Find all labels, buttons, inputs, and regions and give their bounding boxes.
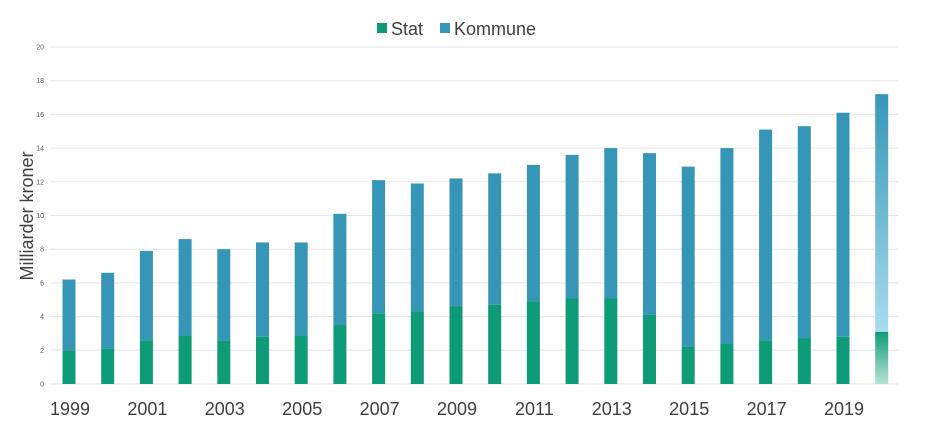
bar-kommune-2015 xyxy=(681,166,695,347)
bar-stat-2014 xyxy=(643,314,656,384)
bar-kommune-2019 xyxy=(836,112,850,337)
bar-stat-1999 xyxy=(62,350,76,384)
x-tick-label: 2001 xyxy=(127,399,167,419)
y-axis-title: Milliarder kroner xyxy=(17,151,37,280)
bar-stat-2012 xyxy=(565,298,579,384)
bar-stat-2001 xyxy=(139,340,153,384)
bar-kommune-2005 xyxy=(294,242,308,336)
bars xyxy=(62,94,889,384)
legend-label-stat: Stat xyxy=(391,19,423,39)
y-tick-label: 10 xyxy=(36,213,44,220)
bar-kommune-2010 xyxy=(488,173,502,305)
y-tick-label: 20 xyxy=(36,45,44,52)
bar-kommune-2012 xyxy=(565,154,579,299)
bar-stat-2015 xyxy=(681,346,695,384)
x-tick-label: 2005 xyxy=(282,399,322,419)
bar-stat-2017 xyxy=(759,340,773,384)
bar-stat-2000 xyxy=(101,348,115,384)
bar-stat-2011 xyxy=(526,301,540,384)
bar-stat-2018 xyxy=(797,338,811,384)
bar-kommune-2004 xyxy=(256,242,269,337)
bar-kommune-2007 xyxy=(372,180,386,314)
bar-stat-2003 xyxy=(217,340,231,384)
bar-stat-2009 xyxy=(449,306,463,384)
y-tick-label: 18 xyxy=(36,78,44,85)
bar-stat-2016 xyxy=(720,343,734,384)
x-tick-label: 2007 xyxy=(360,399,400,419)
x-tick-label: 2009 xyxy=(437,399,477,419)
x-tick-label: 1999 xyxy=(50,399,90,419)
legend: Stat Kommune xyxy=(377,19,536,39)
bar-kommune-2002 xyxy=(178,239,192,336)
bar-stat-2006 xyxy=(333,325,347,384)
y-tick-label: 14 xyxy=(36,146,44,153)
bar-stat-2007 xyxy=(372,313,386,384)
bar-kommune-2014 xyxy=(643,153,656,315)
y-tick-label: 16 xyxy=(36,112,44,119)
bar-stat-2008 xyxy=(410,311,424,384)
y-tick-label: 0 xyxy=(40,382,44,389)
bar-kommune-2001 xyxy=(139,250,153,341)
bar-kommune-2008 xyxy=(410,183,424,312)
bar-kommune-1999 xyxy=(62,279,76,351)
bar-stat-2013 xyxy=(604,298,618,384)
x-axis-ticks: 1999 2001 2003 2005 2007 2009 2011 2013 2015 2017… xyxy=(50,399,864,419)
bar-kommune-2016 xyxy=(720,148,734,344)
bar-kommune-2020 xyxy=(875,94,889,332)
y-axis-ticks: 0 2 4 6 8 10 12 14 16 18 20 xyxy=(36,45,44,389)
x-tick-label: 2013 xyxy=(592,399,632,419)
y-tick-label: 2 xyxy=(40,348,44,355)
bar-stat-2005 xyxy=(294,335,308,384)
legend-swatch-stat xyxy=(377,23,387,33)
bar-stat-2019 xyxy=(836,336,850,384)
bar-stat-2020 xyxy=(875,331,889,384)
bar-kommune-2003 xyxy=(217,249,231,341)
bar-kommune-2013 xyxy=(604,148,618,299)
bar-kommune-2017 xyxy=(759,129,773,341)
y-tick-label: 4 xyxy=(40,314,44,321)
bar-stat-2004 xyxy=(256,336,269,384)
legend-label-kommune: Kommune xyxy=(454,19,536,39)
y-tick-label: 8 xyxy=(40,247,44,254)
bar-kommune-2000 xyxy=(101,272,115,349)
bar-kommune-2006 xyxy=(333,213,347,326)
bar-stat-2002 xyxy=(178,335,192,384)
x-tick-label: 2011 xyxy=(515,399,554,419)
bar-kommune-2011 xyxy=(526,164,540,302)
y-tick-label: 12 xyxy=(36,179,44,186)
x-tick-label: 2019 xyxy=(824,399,864,419)
x-tick-label: 2003 xyxy=(205,399,245,419)
y-tick-label: 6 xyxy=(40,280,44,287)
bar-kommune-2009 xyxy=(449,178,463,307)
bar-kommune-2018 xyxy=(797,126,811,339)
x-tick-label: 2015 xyxy=(669,399,709,419)
x-tick-label: 2017 xyxy=(747,399,787,419)
legend-swatch-kommune xyxy=(440,23,450,33)
bar-stat-2010 xyxy=(488,304,502,384)
